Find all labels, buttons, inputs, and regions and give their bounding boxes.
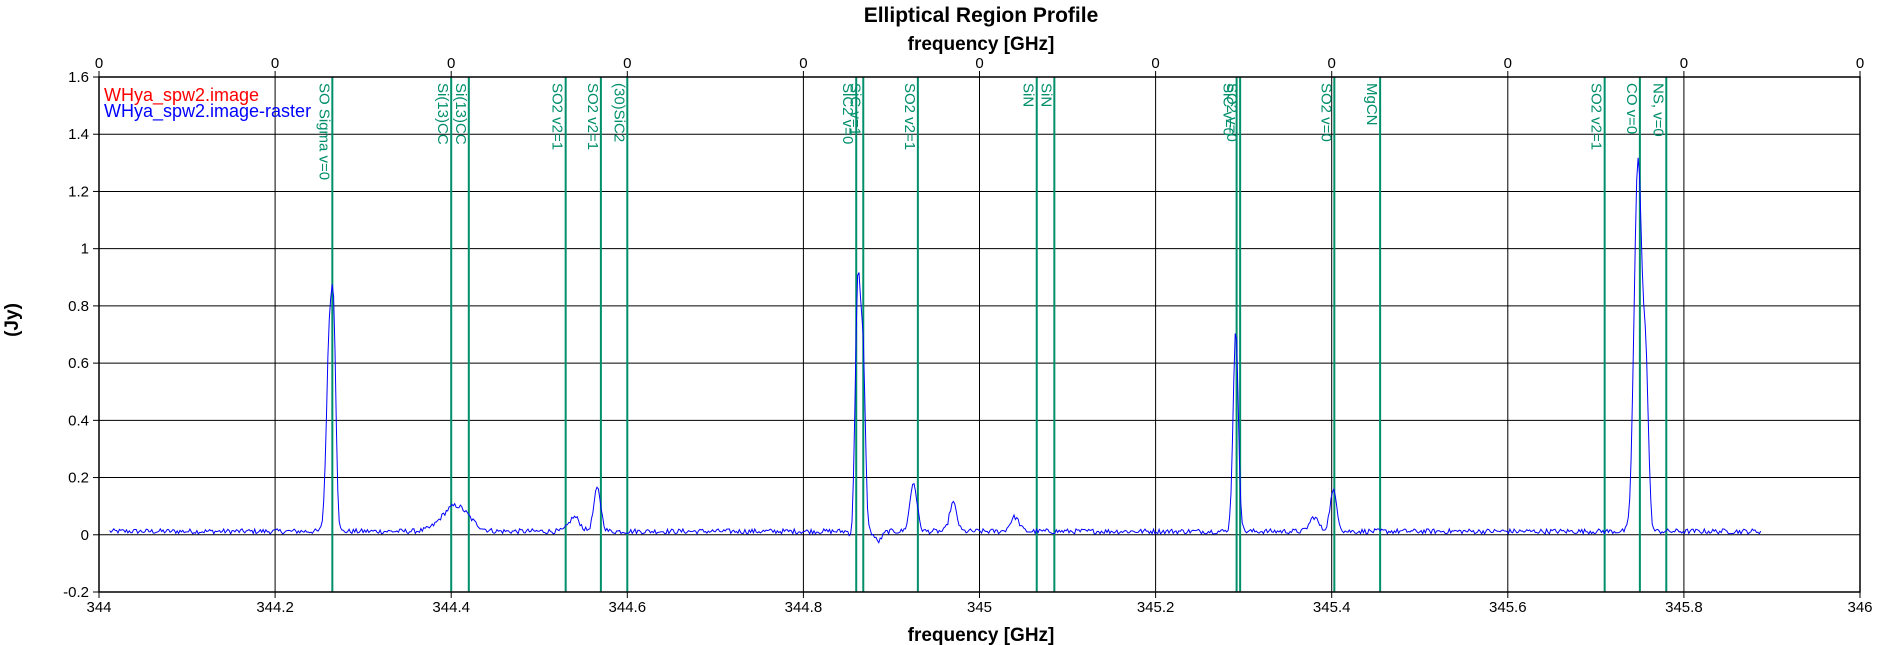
x-tick-label: 346 (1847, 599, 1872, 616)
y-tick-label: 0.2 (68, 470, 89, 487)
spectral-line-label: SiC v=1 (846, 83, 863, 136)
spectral-line-label: SO2 v=0 (1223, 83, 1240, 142)
spectral-line-label: SO2 v=0 (1317, 83, 1334, 142)
x-tick-label: 344.6 (609, 599, 647, 616)
y-tick-label: 0.6 (68, 355, 89, 372)
top-x-tick-label: 0 (271, 55, 279, 72)
spectral-line-label: MgCN (1363, 83, 1380, 126)
axes-layer: 344 0 344.2 0 344.4 0 344.6 0 344.8 0 345 0 345.2 0 34… (63, 55, 1872, 616)
spectral-line-label: SO2 v2=1 (901, 83, 918, 150)
y-axis-title: (Jy) (2, 303, 23, 337)
spectral-line-label: SO2 v2=1 (549, 83, 566, 150)
x-tick-label: 345.6 (1489, 599, 1527, 616)
x-tick-label: 345.2 (1137, 599, 1175, 616)
y-tick-label: 0 (81, 527, 89, 544)
spectral-line-label: CO v=0 (1623, 83, 1640, 134)
chart-title: Elliptical Region Profile (864, 4, 1099, 27)
top-x-tick-label: 0 (975, 55, 983, 72)
y-tick-label: 1.6 (68, 69, 89, 86)
y-tick-label: -0.2 (63, 584, 89, 601)
spectral-line-label: SiN (1037, 83, 1054, 107)
top-x-tick-label: 0 (447, 55, 455, 72)
top-x-axis-title: frequency [GHz] (908, 34, 1055, 55)
series-line (109, 157, 1762, 544)
x-tick-label: 345.8 (1665, 599, 1703, 616)
spectral-line-label: SiC v=0 (1220, 83, 1237, 136)
spectral-line-label: NS, v=0 (1649, 83, 1666, 137)
y-tick-label: 0.4 (68, 412, 89, 429)
spectral-line-label: (30)SiC2 (610, 83, 627, 142)
spectral-line-label: SO Sigma v=0 (315, 83, 332, 180)
x-tick-label: 344.8 (785, 599, 823, 616)
top-x-tick-label: 0 (95, 55, 103, 72)
legend-entry[interactable]: WHya_spw2.image (104, 85, 259, 106)
x-tick-label: 344.2 (256, 599, 294, 616)
spectral-line-label: SO2 v2=1 (584, 83, 601, 150)
y-tick-label: 0.8 (68, 298, 89, 315)
y-tick-label: 1 (81, 241, 89, 258)
top-x-tick-label: 0 (1680, 55, 1688, 72)
spectral-line-label: SO2 v2=1 (1588, 83, 1605, 150)
top-x-tick-label: 0 (1856, 55, 1864, 72)
top-x-tick-label: 0 (1504, 55, 1512, 72)
x-tick-label: 345 (967, 599, 992, 616)
top-x-tick-label: 0 (1151, 55, 1159, 72)
y-tick-label: 1.2 (68, 183, 89, 200)
x-tick-label: 344.4 (432, 599, 470, 616)
plot-frame (98, 76, 1861, 593)
x-tick-label: 345.4 (1313, 599, 1351, 616)
y-tick-label: 1.4 (68, 126, 89, 143)
spectral-line-label: SiC2 v=0 (839, 83, 856, 144)
spectral-line-label: Si(13)CC (434, 83, 451, 145)
top-x-tick-label: 0 (799, 55, 807, 72)
legend-entry[interactable]: WHya_spw2.image-raster (104, 101, 311, 122)
x-tick-label: 344 (86, 599, 111, 616)
top-x-tick-label: 0 (623, 55, 631, 72)
top-x-tick-label: 0 (1328, 55, 1336, 72)
x-axis-title: frequency [GHz] (908, 625, 1055, 645)
spectral-line-markers: SO Sigma v=0 Si(13)CC Si(13)CC SO2 v2=1 SO2 … (315, 77, 1668, 592)
spectral-line-label: Si(13)CC (452, 83, 469, 145)
series-layer (109, 157, 1762, 544)
spectral-line-label: SiN (1020, 83, 1037, 107)
